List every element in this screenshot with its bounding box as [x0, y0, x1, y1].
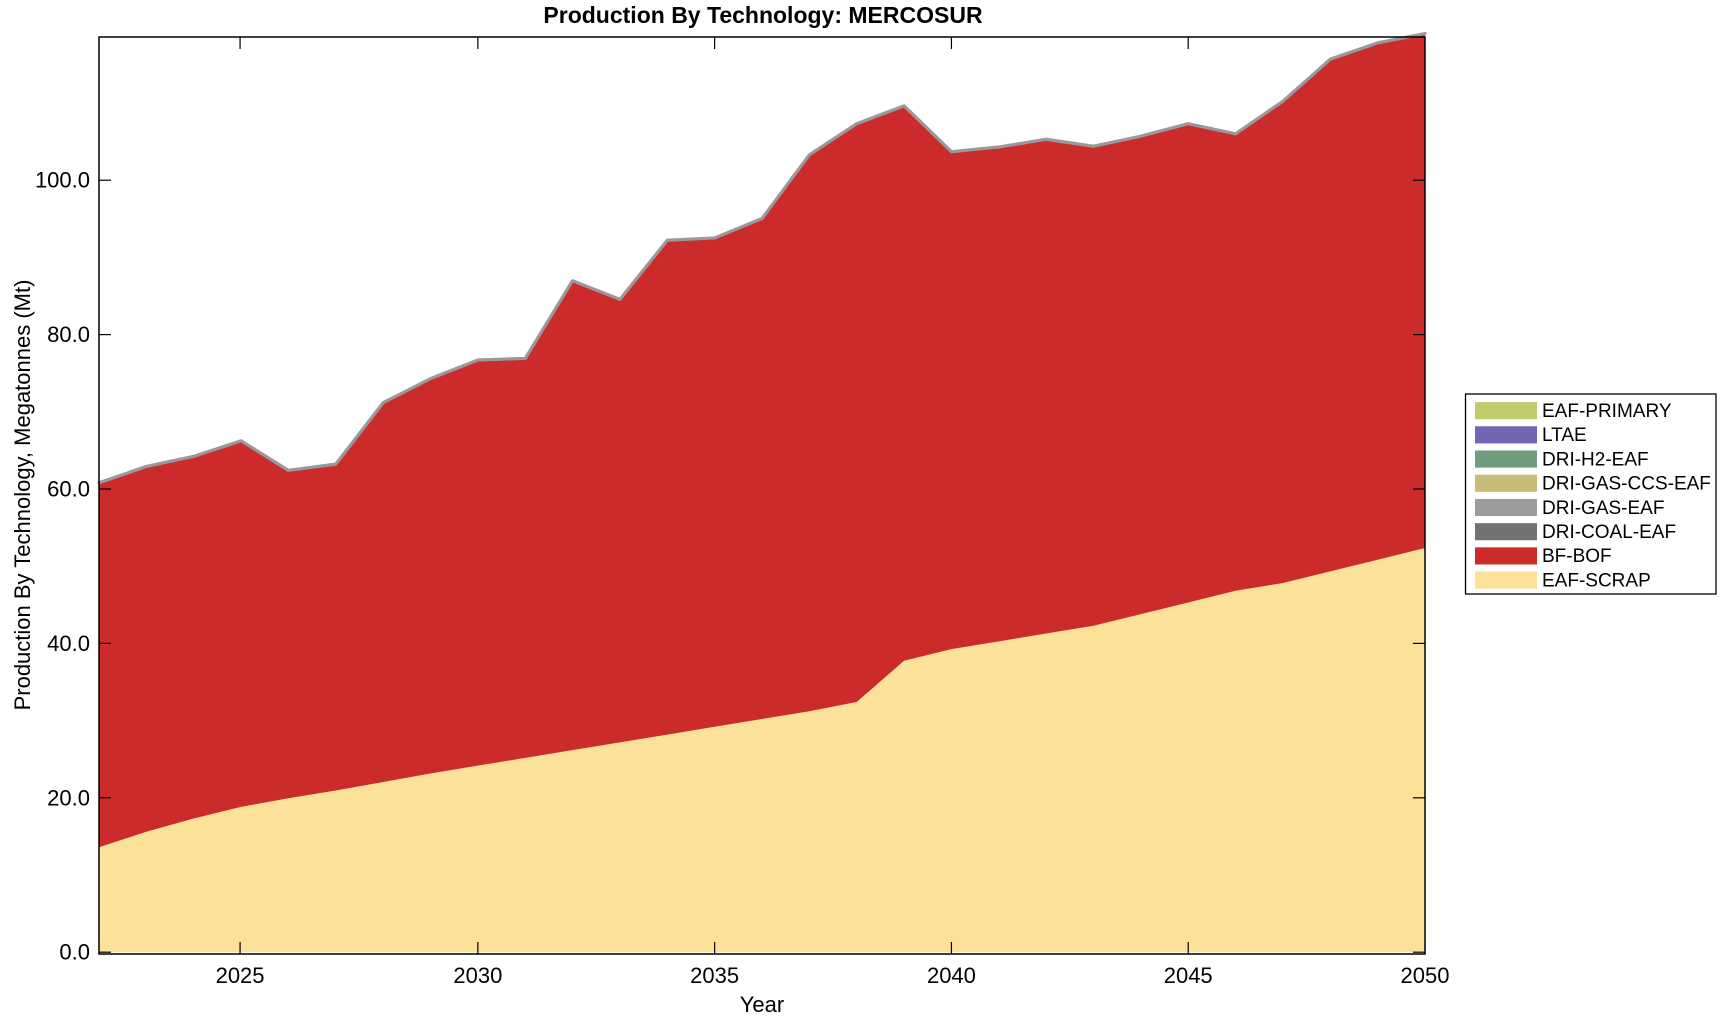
svg-text:2025: 2025 [216, 963, 265, 988]
svg-text:100.0: 100.0 [35, 168, 90, 193]
svg-text:DRI-H2-EAF: DRI-H2-EAF [1542, 449, 1649, 470]
svg-text:2050: 2050 [1401, 963, 1450, 988]
svg-text:2040: 2040 [927, 963, 976, 988]
svg-text:DRI-GAS-CCS-EAF: DRI-GAS-CCS-EAF [1542, 474, 1711, 495]
svg-text:BF-BOF: BF-BOF [1542, 546, 1612, 567]
svg-text:Production By Technology, Mega: Production By Technology, Megatonnes (Mt… [10, 280, 35, 711]
svg-text:DRI-COAL-EAF: DRI-COAL-EAF [1542, 522, 1676, 543]
svg-text:Year: Year [740, 992, 784, 1017]
svg-text:0.0: 0.0 [59, 940, 90, 965]
svg-text:40.0: 40.0 [47, 631, 90, 656]
svg-text:DRI-GAS-EAF: DRI-GAS-EAF [1542, 498, 1664, 519]
svg-text:LTAE: LTAE [1542, 425, 1587, 446]
svg-text:2030: 2030 [453, 963, 502, 988]
svg-text:20.0: 20.0 [47, 785, 90, 810]
svg-text:Production By Technology: MERC: Production By Technology: MERCOSUR [543, 2, 983, 28]
svg-text:2045: 2045 [1164, 963, 1213, 988]
svg-text:80.0: 80.0 [47, 322, 90, 347]
svg-text:EAF-PRIMARY: EAF-PRIMARY [1542, 401, 1672, 422]
svg-text:EAF-SCRAP: EAF-SCRAP [1542, 570, 1651, 591]
svg-text:2035: 2035 [690, 963, 739, 988]
svg-text:60.0: 60.0 [47, 477, 90, 502]
